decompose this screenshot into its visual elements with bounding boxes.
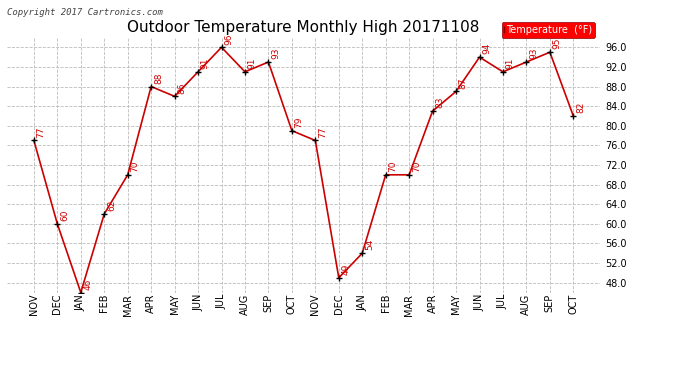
Text: 62: 62 bbox=[107, 200, 116, 211]
Text: 87: 87 bbox=[459, 77, 468, 88]
Text: Copyright 2017 Cartronics.com: Copyright 2017 Cartronics.com bbox=[7, 8, 163, 17]
Text: 70: 70 bbox=[388, 160, 397, 172]
Title: Outdoor Temperature Monthly High 20171108: Outdoor Temperature Monthly High 2017110… bbox=[128, 20, 480, 35]
Text: 93: 93 bbox=[271, 48, 280, 59]
Text: 79: 79 bbox=[295, 116, 304, 128]
Text: 54: 54 bbox=[365, 239, 374, 250]
Text: 96: 96 bbox=[224, 33, 233, 45]
Text: 70: 70 bbox=[130, 160, 139, 172]
Text: 70: 70 bbox=[412, 160, 421, 172]
Text: 77: 77 bbox=[318, 126, 327, 138]
Text: 91: 91 bbox=[506, 57, 515, 69]
Text: 46: 46 bbox=[83, 278, 92, 290]
Text: 95: 95 bbox=[553, 38, 562, 50]
Text: 88: 88 bbox=[154, 72, 163, 84]
Text: 60: 60 bbox=[60, 210, 69, 221]
Text: 82: 82 bbox=[576, 102, 585, 113]
Text: 94: 94 bbox=[482, 43, 491, 54]
Text: 83: 83 bbox=[435, 97, 444, 108]
Text: 91: 91 bbox=[201, 57, 210, 69]
Text: 91: 91 bbox=[248, 57, 257, 69]
Text: 93: 93 bbox=[529, 48, 538, 59]
Text: 86: 86 bbox=[177, 82, 186, 94]
Legend: Temperature  (°F): Temperature (°F) bbox=[502, 22, 595, 38]
Text: 49: 49 bbox=[342, 264, 351, 275]
Text: 77: 77 bbox=[37, 126, 46, 138]
